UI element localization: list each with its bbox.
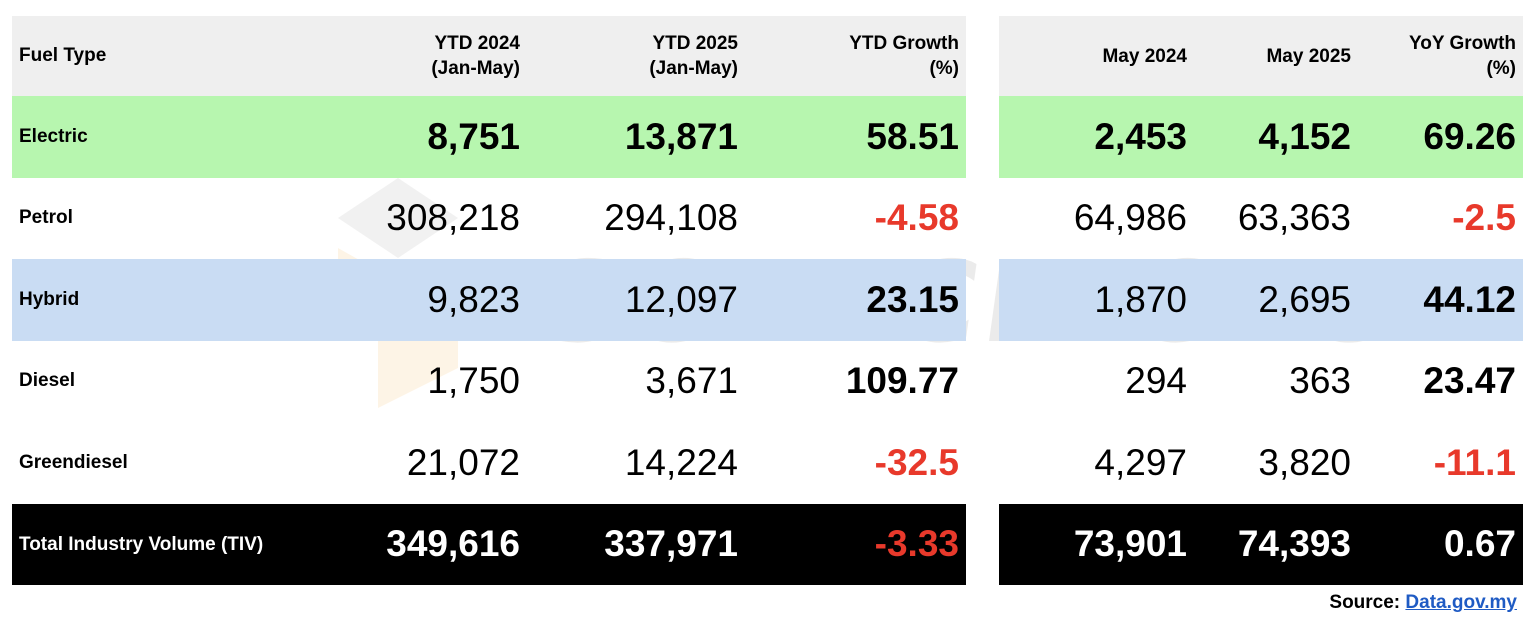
row-label: Total Industry Volume (TIV) bbox=[19, 533, 264, 555]
may-2024-value: 73,901 bbox=[1073, 523, 1187, 565]
header-yoy-growth: YoY Growth (%) bbox=[1409, 33, 1516, 79]
table-row-electric: Electric 8,751 13,871 58.51 bbox=[12, 96, 966, 178]
may-2024-value: 1,870 bbox=[1094, 278, 1187, 320]
ytd-growth-value: -32.5 bbox=[874, 441, 959, 483]
row-label: Electric bbox=[19, 125, 88, 147]
ytd-2025-value: 337,971 bbox=[604, 523, 738, 565]
may-2024-value: 64,986 bbox=[1073, 197, 1187, 239]
table-row-greendiesel: 4,297 3,820 -11.1 bbox=[999, 422, 1523, 504]
yoy-growth-value: 23.47 bbox=[1423, 360, 1516, 402]
ytd-2024-value: 308,218 bbox=[386, 197, 520, 239]
table-row-electric: 2,453 4,152 69.26 bbox=[999, 96, 1523, 178]
ytd-header-row: Fuel Type YTD 2024 (Jan-May) YTD 2025 (J… bbox=[12, 16, 966, 96]
table-row-total: 73,901 74,393 0.67 bbox=[999, 503, 1523, 585]
ytd-2025-value: 12,097 bbox=[624, 278, 738, 320]
table-row-diesel: 294 363 23.47 bbox=[999, 341, 1523, 423]
header-fuel-type: Fuel Type bbox=[19, 45, 107, 66]
ytd-growth-value: 109.77 bbox=[845, 360, 959, 402]
source-note: Source: Data.gov.my bbox=[1329, 592, 1517, 614]
ytd-2025-value: 294,108 bbox=[604, 197, 738, 239]
row-label: Diesel bbox=[19, 370, 75, 392]
month-header-row: May 2024 May 2025 YoY Growth (%) bbox=[999, 16, 1523, 96]
yoy-growth-value: 69.26 bbox=[1423, 115, 1516, 157]
may-2025-value: 74,393 bbox=[1237, 523, 1351, 565]
yoy-growth-value: -2.5 bbox=[1452, 197, 1516, 239]
ytd-growth-value: -4.58 bbox=[874, 197, 959, 239]
header-ytd-2025: YTD 2025 (Jan-May) bbox=[649, 33, 738, 79]
may-2025-value: 2,695 bbox=[1258, 278, 1351, 320]
ytd-2025-value: 13,871 bbox=[624, 115, 738, 157]
may-2025-value: 4,152 bbox=[1258, 115, 1351, 157]
may-2024-value: 294 bbox=[1125, 360, 1187, 402]
table-row-hybrid: 1,870 2,695 44.12 bbox=[999, 259, 1523, 341]
table-row-diesel: Diesel 1,750 3,671 109.77 bbox=[12, 341, 966, 423]
may-2025-value: 63,363 bbox=[1237, 197, 1351, 239]
table-row-hybrid: Hybrid 9,823 12,097 23.15 bbox=[12, 259, 966, 341]
header-ytd-growth: YTD Growth (%) bbox=[849, 33, 959, 79]
may-2024-value: 2,453 bbox=[1094, 115, 1187, 157]
yoy-growth-value: -11.1 bbox=[1433, 441, 1516, 483]
table-row-petrol: Petrol 308,218 294,108 -4.58 bbox=[12, 178, 966, 260]
ytd-2024-value: 8,751 bbox=[427, 115, 520, 157]
header-ytd-2024: YTD 2024 (Jan-May) bbox=[431, 33, 520, 79]
monthly-table: May 2024 May 2025 YoY Growth (%) 2,453 4… bbox=[999, 16, 1523, 585]
may-2025-value: 363 bbox=[1289, 360, 1351, 402]
table-row-petrol: 64,986 63,363 -2.5 bbox=[999, 178, 1523, 260]
table-row-greendiesel: Greendiesel 21,072 14,224 -32.5 bbox=[12, 422, 966, 504]
ytd-table: Fuel Type YTD 2024 (Jan-May) YTD 2025 (J… bbox=[12, 16, 966, 585]
ytd-growth-value: 23.15 bbox=[866, 278, 959, 320]
yoy-growth-value: 44.12 bbox=[1423, 278, 1516, 320]
ytd-2025-value: 14,224 bbox=[624, 441, 738, 483]
ytd-2024-value: 9,823 bbox=[427, 278, 520, 320]
ytd-2024-value: 1,750 bbox=[427, 360, 520, 402]
may-2025-value: 3,820 bbox=[1258, 441, 1351, 483]
ytd-2024-value: 349,616 bbox=[386, 523, 520, 565]
ytd-growth-value: -3.33 bbox=[874, 523, 959, 565]
ytd-2024-value: 21,072 bbox=[406, 441, 520, 483]
row-label: Hybrid bbox=[19, 288, 80, 310]
header-may-2025: May 2025 bbox=[1266, 45, 1351, 67]
header-may-2024: May 2024 bbox=[1102, 45, 1187, 67]
ytd-growth-value: 58.51 bbox=[866, 115, 959, 157]
source-label: Source: bbox=[1329, 592, 1401, 613]
ytd-2025-value: 3,671 bbox=[645, 360, 738, 402]
table-row-total: Total Industry Volume (TIV) 349,616 337,… bbox=[12, 503, 966, 585]
yoy-growth-value: 0.67 bbox=[1443, 523, 1516, 565]
row-label: Petrol bbox=[19, 207, 73, 229]
row-label: Greendiesel bbox=[19, 451, 128, 473]
may-2024-value: 4,297 bbox=[1094, 441, 1187, 483]
source-link[interactable]: Data.gov.my bbox=[1405, 592, 1517, 613]
